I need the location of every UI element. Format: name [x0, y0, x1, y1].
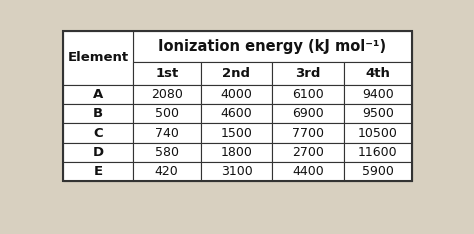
- Text: 6900: 6900: [292, 107, 324, 120]
- Text: B: B: [93, 107, 103, 120]
- Text: 4th: 4th: [365, 67, 391, 80]
- Text: 1500: 1500: [220, 127, 253, 139]
- Bar: [63, 143, 133, 162]
- Text: 2080: 2080: [151, 88, 182, 101]
- Bar: [63, 162, 133, 181]
- Bar: [133, 31, 412, 62]
- Text: 11600: 11600: [358, 146, 398, 159]
- Bar: [344, 104, 412, 123]
- Text: Ionization energy (kJ mol⁻¹): Ionization energy (kJ mol⁻¹): [158, 39, 386, 54]
- Bar: [133, 62, 201, 85]
- Text: C: C: [93, 127, 103, 139]
- Text: 9500: 9500: [362, 107, 394, 120]
- Bar: [272, 104, 344, 123]
- Bar: [272, 85, 344, 104]
- Bar: [133, 85, 201, 104]
- Bar: [344, 62, 412, 85]
- Text: 740: 740: [155, 127, 179, 139]
- Text: 4000: 4000: [220, 88, 253, 101]
- Bar: [63, 85, 133, 104]
- Bar: [344, 162, 412, 181]
- Bar: [201, 162, 272, 181]
- Bar: [344, 143, 412, 162]
- Text: E: E: [93, 165, 102, 178]
- Text: 2700: 2700: [292, 146, 324, 159]
- Bar: [201, 123, 272, 143]
- Bar: [133, 104, 201, 123]
- Text: 500: 500: [155, 107, 179, 120]
- Text: Element: Element: [67, 51, 128, 64]
- Text: 580: 580: [155, 146, 179, 159]
- Text: 3100: 3100: [220, 165, 252, 178]
- Bar: [63, 31, 412, 181]
- Bar: [133, 143, 201, 162]
- Bar: [344, 123, 412, 143]
- Text: 2nd: 2nd: [222, 67, 250, 80]
- Bar: [272, 162, 344, 181]
- Text: 5900: 5900: [362, 165, 394, 178]
- Text: D: D: [92, 146, 103, 159]
- Bar: [133, 162, 201, 181]
- Bar: [201, 85, 272, 104]
- Text: 4600: 4600: [220, 107, 252, 120]
- Bar: [63, 123, 133, 143]
- Text: 420: 420: [155, 165, 179, 178]
- Text: 10500: 10500: [358, 127, 398, 139]
- Text: 7700: 7700: [292, 127, 324, 139]
- Bar: [63, 104, 133, 123]
- Bar: [63, 31, 133, 85]
- Bar: [344, 85, 412, 104]
- Bar: [272, 143, 344, 162]
- Bar: [201, 62, 272, 85]
- Bar: [272, 123, 344, 143]
- Bar: [201, 143, 272, 162]
- Bar: [133, 123, 201, 143]
- Text: 9400: 9400: [362, 88, 394, 101]
- Text: 6100: 6100: [292, 88, 324, 101]
- Text: 4400: 4400: [292, 165, 324, 178]
- Text: 1800: 1800: [220, 146, 253, 159]
- Text: A: A: [93, 88, 103, 101]
- Bar: [201, 104, 272, 123]
- Text: 1st: 1st: [155, 67, 178, 80]
- Text: 3rd: 3rd: [295, 67, 321, 80]
- Bar: [272, 62, 344, 85]
